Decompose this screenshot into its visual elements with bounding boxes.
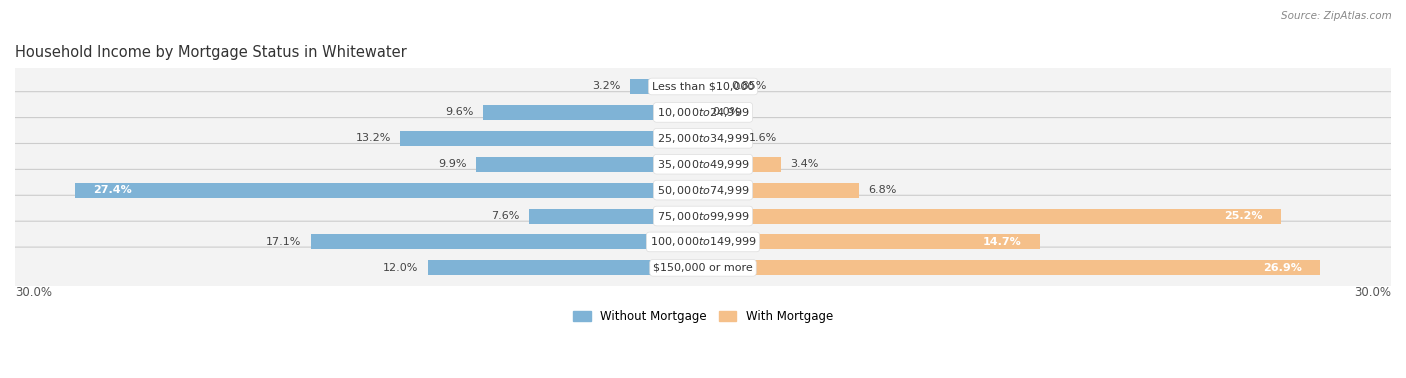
Text: $50,000 to $74,999: $50,000 to $74,999: [657, 184, 749, 197]
Text: 9.6%: 9.6%: [446, 107, 474, 118]
Bar: [703, 79, 723, 94]
Text: 26.9%: 26.9%: [1263, 263, 1302, 273]
Bar: [703, 234, 1040, 249]
Bar: [703, 260, 1320, 275]
Bar: [630, 79, 703, 94]
FancyBboxPatch shape: [8, 247, 1398, 288]
Text: 7.6%: 7.6%: [491, 211, 520, 221]
Legend: Without Mortgage, With Mortgage: Without Mortgage, With Mortgage: [568, 305, 838, 328]
Text: 30.0%: 30.0%: [1354, 287, 1391, 299]
Text: $35,000 to $49,999: $35,000 to $49,999: [657, 158, 749, 171]
FancyBboxPatch shape: [8, 169, 1398, 211]
Text: 27.4%: 27.4%: [93, 185, 132, 195]
Bar: [703, 157, 780, 172]
Text: 3.2%: 3.2%: [592, 82, 620, 91]
Text: 3.4%: 3.4%: [790, 159, 818, 169]
Text: Source: ZipAtlas.com: Source: ZipAtlas.com: [1281, 11, 1392, 21]
Text: 12.0%: 12.0%: [384, 263, 419, 273]
Text: 25.2%: 25.2%: [1225, 211, 1263, 221]
FancyBboxPatch shape: [8, 92, 1398, 133]
Text: 0.85%: 0.85%: [731, 82, 768, 91]
FancyBboxPatch shape: [8, 118, 1398, 159]
Bar: [477, 157, 703, 172]
Text: 13.2%: 13.2%: [356, 133, 391, 143]
Text: 17.1%: 17.1%: [266, 237, 302, 247]
FancyBboxPatch shape: [8, 66, 1398, 107]
Bar: [703, 131, 740, 146]
Bar: [482, 105, 703, 120]
Bar: [427, 260, 703, 275]
Bar: [703, 183, 859, 198]
Text: 30.0%: 30.0%: [15, 287, 52, 299]
Bar: [703, 209, 1281, 223]
Text: Household Income by Mortgage Status in Whitewater: Household Income by Mortgage Status in W…: [15, 45, 406, 60]
Text: Less than $10,000: Less than $10,000: [652, 82, 754, 91]
Text: 1.6%: 1.6%: [749, 133, 778, 143]
Bar: [401, 131, 703, 146]
Bar: [75, 183, 703, 198]
Text: 9.9%: 9.9%: [439, 159, 467, 169]
FancyBboxPatch shape: [8, 144, 1398, 185]
Text: $75,000 to $99,999: $75,000 to $99,999: [657, 209, 749, 223]
Text: $25,000 to $34,999: $25,000 to $34,999: [657, 132, 749, 145]
Text: $10,000 to $24,999: $10,000 to $24,999: [657, 106, 749, 119]
Text: 6.8%: 6.8%: [868, 185, 897, 195]
FancyBboxPatch shape: [8, 221, 1398, 263]
Bar: [529, 209, 703, 223]
FancyBboxPatch shape: [8, 195, 1398, 237]
Text: $150,000 or more: $150,000 or more: [654, 263, 752, 273]
Text: $100,000 to $149,999: $100,000 to $149,999: [650, 235, 756, 248]
Text: 0.0%: 0.0%: [713, 107, 741, 118]
Text: 14.7%: 14.7%: [983, 237, 1022, 247]
Bar: [311, 234, 703, 249]
